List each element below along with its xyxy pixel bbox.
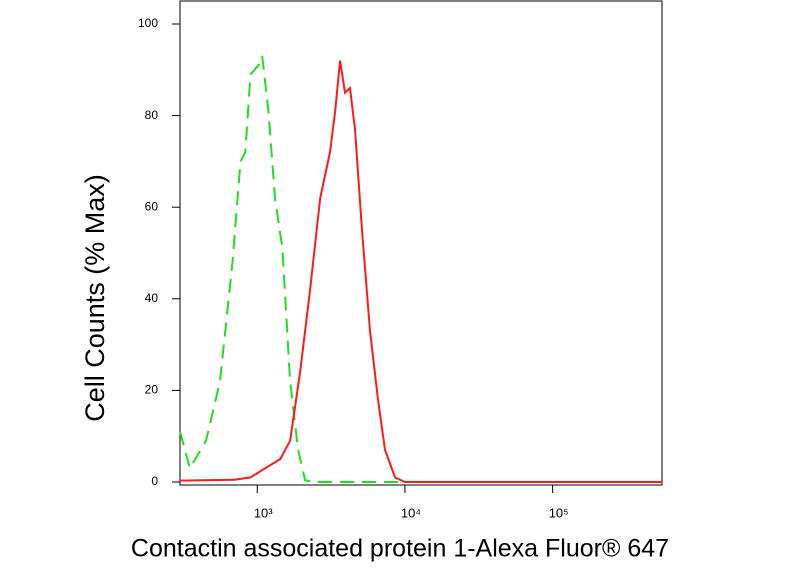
y-tick-label: 20 (145, 383, 159, 397)
series-line (179, 60, 662, 483)
x-tick-label: 10⁵ (549, 505, 569, 520)
y-tick-label: 80 (145, 108, 159, 122)
x-axis-label: Contactin associated protein 1-Alexa Flu… (131, 535, 669, 563)
y-axis-label: Cell Counts (% Max) (80, 174, 110, 422)
y-tick-label: 0 (151, 474, 158, 488)
series-line (179, 55, 662, 483)
x-tick-label: 10³ (254, 505, 273, 520)
y-tick-label: 100 (138, 16, 158, 30)
y-tick-label: 40 (145, 291, 159, 305)
y-tick-label: 60 (145, 199, 159, 213)
x-tick-label: 10⁴ (401, 505, 421, 520)
plot-frame (179, 0, 663, 486)
